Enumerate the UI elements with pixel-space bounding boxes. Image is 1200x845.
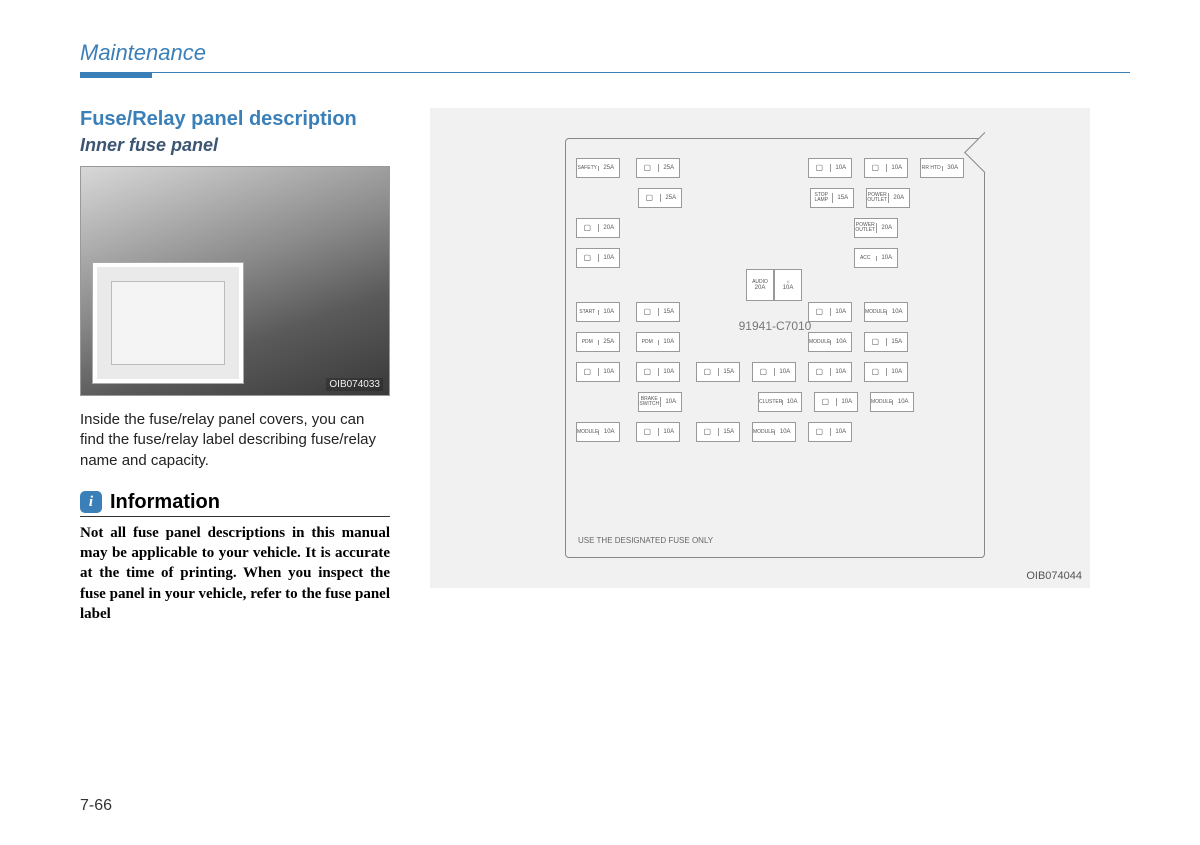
fuse-row: BRAKE SWITCH10A CLUSTER10A ▢10A MODULE10A bbox=[576, 389, 974, 415]
fuse-row: SAFETY25A ▢25A ▢10A ▢10A RR HTD30A bbox=[576, 155, 974, 181]
fuse-cell: ▢10A bbox=[864, 158, 908, 178]
fuse-cell: CLUSTER10A bbox=[758, 392, 802, 412]
fuse-diagram: SAFETY25A ▢25A ▢10A ▢10A RR HTD30A ▢25A STOP L… bbox=[430, 108, 1090, 588]
fuse-cell: ☼10A bbox=[774, 269, 802, 301]
fuse-cell: ▢15A bbox=[636, 302, 680, 322]
fuse-cell: AUDIO20A bbox=[746, 269, 774, 301]
fuse-cell: ▢25A bbox=[636, 158, 680, 178]
dashboard-photo: OIB074033 bbox=[80, 166, 390, 396]
page-number: 7-66 bbox=[80, 797, 112, 815]
fuse-cell: ▢10A bbox=[808, 422, 852, 442]
content-columns: Fuse/Relay panel description Inner fuse … bbox=[80, 108, 1130, 624]
fuse-cell: ▢20A bbox=[576, 218, 620, 238]
fuse-cell: POWER OUTLET20A bbox=[854, 218, 898, 238]
body-paragraph: Inside the fuse/relay panel covers, you … bbox=[80, 410, 390, 471]
fuse-panel-inset bbox=[93, 263, 243, 383]
left-column: Fuse/Relay panel description Inner fuse … bbox=[80, 108, 390, 624]
fuse-cell: ▢10A bbox=[576, 362, 620, 382]
fuse-cell: ▢25A bbox=[638, 188, 682, 208]
fuse-grid: SAFETY25A ▢25A ▢10A ▢10A RR HTD30A ▢25A STOP L… bbox=[576, 155, 974, 513]
fuse-cell: ▢10A bbox=[808, 158, 852, 178]
fuse-cell: MODULE10A bbox=[808, 332, 852, 352]
fuse-cell: PDM10A bbox=[636, 332, 680, 352]
info-icon: i bbox=[80, 491, 102, 513]
fuse-cell: STOP LAMP15A bbox=[810, 188, 854, 208]
diagram-footer-note: USE THE DESIGNATED FUSE ONLY bbox=[578, 536, 713, 545]
fuse-cell: MODULE10A bbox=[576, 422, 620, 442]
fuse-cell: ▢10A bbox=[814, 392, 858, 412]
fuse-cell: ▢10A bbox=[808, 362, 852, 382]
fuse-cell: SAFETY25A bbox=[576, 158, 620, 178]
diagram-code: OIB074044 bbox=[1026, 570, 1082, 582]
fuse-cell: BRAKE SWITCH10A bbox=[638, 392, 682, 412]
fuse-cell: MODULE10A bbox=[752, 422, 796, 442]
fuse-cell: RR HTD30A bbox=[920, 158, 964, 178]
fuse-row: ▢10A ▢10A ▢15A ▢10A ▢10A ▢10A bbox=[576, 359, 974, 385]
information-heading: i Information bbox=[80, 491, 390, 517]
section-title: Maintenance bbox=[80, 40, 1130, 66]
fuse-cell: ▢10A bbox=[636, 422, 680, 442]
photo-code: OIB074033 bbox=[326, 378, 383, 391]
fuse-cell: ▢10A bbox=[576, 248, 620, 268]
fuse-cell: POWER OUTLET20A bbox=[866, 188, 910, 208]
panel-subtitle: Inner fuse panel bbox=[80, 135, 390, 156]
information-body: Not all fuse panel descriptions in this … bbox=[80, 523, 390, 624]
fuse-cell: ▢10A bbox=[864, 362, 908, 382]
fuse-row: ▢25A STOP LAMP15A POWER OUTLET20A bbox=[576, 185, 974, 211]
fuse-cell: ▢10A bbox=[808, 302, 852, 322]
fuse-cell: PDM25A bbox=[576, 332, 620, 352]
header-rule bbox=[80, 72, 1130, 78]
audio-fuses: AUDIO20A☼10A bbox=[746, 269, 802, 301]
fuse-cell: MODULE10A bbox=[864, 302, 908, 322]
fuse-cell: START10A bbox=[576, 302, 620, 322]
part-number: 91941-C7010 bbox=[739, 319, 812, 333]
fuse-row: ▢20A POWER OUTLET20A bbox=[576, 215, 974, 241]
fuse-cell: ▢15A bbox=[696, 422, 740, 442]
panel-title: Fuse/Relay panel description bbox=[80, 108, 390, 131]
fuse-cell: ▢10A bbox=[636, 362, 680, 382]
fuse-cell: ▢10A bbox=[752, 362, 796, 382]
fuse-cell: ACC10A bbox=[854, 248, 898, 268]
fuse-cell: ▢15A bbox=[864, 332, 908, 352]
fuse-row: MODULE10A ▢10A ▢15A MODULE10A ▢10A bbox=[576, 419, 974, 445]
page-header: Maintenance bbox=[80, 40, 1130, 78]
fuse-box-outline: SAFETY25A ▢25A ▢10A ▢10A RR HTD30A ▢25A STOP L… bbox=[565, 138, 985, 558]
info-label: Information bbox=[110, 491, 220, 514]
right-column: SAFETY25A ▢25A ▢10A ▢10A RR HTD30A ▢25A STOP L… bbox=[430, 108, 1130, 624]
fuse-cell: ▢15A bbox=[696, 362, 740, 382]
fuse-row: ▢10A ACC10A bbox=[576, 245, 974, 271]
fuse-cell: MODULE10A bbox=[870, 392, 914, 412]
